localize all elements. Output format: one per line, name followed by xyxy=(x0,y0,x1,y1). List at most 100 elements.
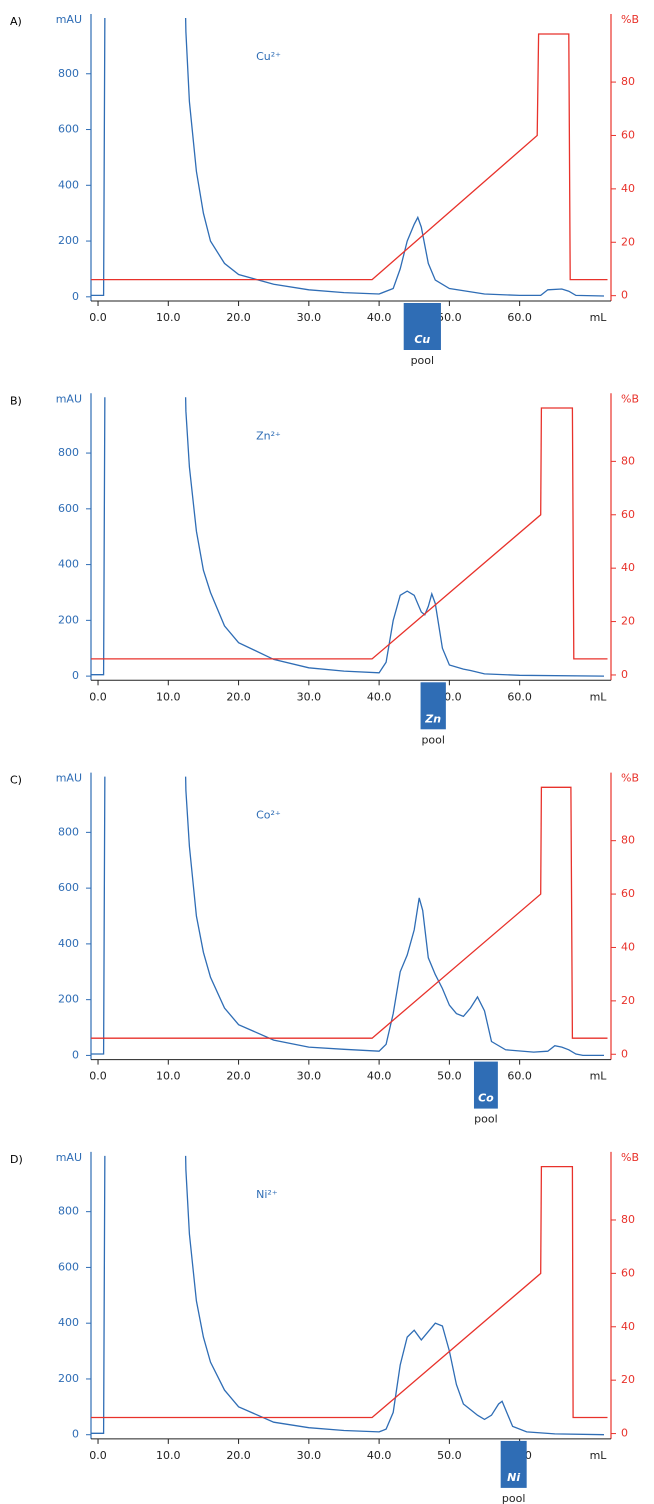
x-tick-label: 60.0 xyxy=(507,311,532,324)
pool-fraction xyxy=(473,1061,498,1109)
y-tick-label: 600 xyxy=(58,502,79,515)
x-axis-label: mL xyxy=(590,1070,608,1083)
y2-tick-label: 0 xyxy=(621,289,628,302)
y2-tick-label: 0 xyxy=(621,1427,628,1440)
y2-tick-label: 80 xyxy=(621,1213,635,1226)
y-tick-label: 0 xyxy=(72,1428,79,1441)
y-tick-label: 400 xyxy=(58,558,79,571)
y-tick-label: 800 xyxy=(58,446,79,459)
y-tick-label: 800 xyxy=(58,1205,79,1218)
y-tick-label: 600 xyxy=(58,881,79,894)
y-axis-label: mAU xyxy=(56,13,82,26)
panel: C) mAU %B Co²⁺ 0 200 400 600 800 0 20 40 60 80 0.0 10.0… xyxy=(10,772,639,1126)
y-tick-label: 200 xyxy=(58,613,79,626)
x-tick-label: 40.0 xyxy=(367,311,392,324)
x-tick-label: 0.0 xyxy=(89,311,107,324)
x-axis-label: mL xyxy=(590,1449,608,1462)
y-tick-label: 800 xyxy=(58,67,79,80)
panel-label: C) xyxy=(10,774,22,787)
y-axis-label: mAU xyxy=(56,1151,82,1164)
y2-tick-label: 80 xyxy=(621,834,635,847)
y2-tick-label: 20 xyxy=(621,615,635,628)
y2-axis-label: %B xyxy=(621,392,639,405)
x-tick-label: 60.0 xyxy=(507,690,532,703)
y-tick-label: 400 xyxy=(58,1316,79,1329)
uv-line xyxy=(91,776,604,1057)
x-tick-label: 30.0 xyxy=(297,1449,322,1462)
y2-tick-label: 40 xyxy=(621,940,635,953)
x-tick-label: 10.0 xyxy=(156,1449,181,1462)
x-tick-label: 50.0 xyxy=(437,1070,462,1083)
y2-tick-label: 60 xyxy=(621,1266,635,1279)
y-axis-label: mAU xyxy=(56,392,82,405)
y-tick-label: 0 xyxy=(72,1048,79,1061)
y2-tick-label: 20 xyxy=(621,235,635,248)
pool-fraction xyxy=(403,303,441,350)
x-axis-label: mL xyxy=(590,311,608,324)
annotation: Zn²⁺ xyxy=(256,429,281,442)
x-tick-label: 10.0 xyxy=(156,690,181,703)
pool-fraction xyxy=(420,682,446,730)
x-tick-label: 10.0 xyxy=(156,311,181,324)
y-tick-label: 200 xyxy=(58,993,79,1006)
x-tick-label: 20.0 xyxy=(226,690,251,703)
uv-line xyxy=(91,397,605,677)
x-tick-label: 20.0 xyxy=(226,311,251,324)
x-tick-label: 40.0 xyxy=(367,1070,392,1083)
y2-tick-label: 80 xyxy=(621,75,635,88)
gradient-line xyxy=(91,33,608,281)
gradient-line xyxy=(91,1165,608,1419)
x-tick-label: 50.0 xyxy=(437,311,462,324)
y2-tick-label: 20 xyxy=(621,1373,635,1386)
y2-tick-label: 0 xyxy=(621,1047,628,1060)
annotation: Ni²⁺ xyxy=(256,1188,278,1201)
x-tick-label: 10.0 xyxy=(156,1070,181,1083)
pool-label: Co xyxy=(478,1092,494,1105)
uv-line xyxy=(91,1155,605,1436)
y-tick-label: 400 xyxy=(58,178,79,191)
y-tick-label: 0 xyxy=(72,290,79,303)
x-tick-label: 20.0 xyxy=(226,1449,251,1462)
pool-text: pool xyxy=(411,354,435,367)
y-tick-label: 200 xyxy=(58,234,79,247)
x-tick-label: 0.0 xyxy=(89,1449,107,1462)
x-axis-label: mL xyxy=(590,690,608,703)
panel-label: D) xyxy=(10,1153,23,1166)
y2-tick-label: 40 xyxy=(621,1320,635,1333)
pool-label: Cu xyxy=(414,333,430,346)
x-tick-label: 30.0 xyxy=(297,690,322,703)
y-axis-label: mAU xyxy=(56,772,82,785)
panel-label: A) xyxy=(10,15,22,28)
y2-axis-label: %B xyxy=(621,1151,639,1164)
y-tick-label: 600 xyxy=(58,123,79,136)
y2-tick-label: 60 xyxy=(621,887,635,900)
x-tick-label: 0.0 xyxy=(89,1070,107,1083)
y-tick-label: 600 xyxy=(58,1260,79,1273)
pool-label: Ni xyxy=(507,1471,520,1484)
y2-tick-label: 40 xyxy=(621,182,635,195)
annotation: Co²⁺ xyxy=(256,809,281,822)
y2-tick-label: 60 xyxy=(621,508,635,521)
x-tick-label: 20.0 xyxy=(226,1070,251,1083)
panel: A) mAU %B Cu²⁺ 0 200 400 600 800 0 20 40 60 80 0.0 10.0… xyxy=(10,13,639,367)
y2-tick-label: 0 xyxy=(621,668,628,681)
y2-tick-label: 40 xyxy=(621,561,635,574)
panel-label: B) xyxy=(10,394,22,407)
y2-tick-label: 20 xyxy=(621,994,635,1007)
x-tick-label: 40.0 xyxy=(367,1449,392,1462)
pool-text: pool xyxy=(502,1492,526,1504)
gradient-line xyxy=(91,407,608,660)
x-tick-label: 0.0 xyxy=(89,690,107,703)
panel: B) mAU %B Zn²⁺ 0 200 400 600 800 0 20 40 60 80 0.0 10.0… xyxy=(10,392,639,746)
y2-tick-label: 80 xyxy=(621,454,635,467)
x-tick-label: 50.0 xyxy=(437,1449,462,1462)
y-tick-label: 400 xyxy=(58,937,79,950)
panel: D) mAU %B Ni²⁺ 0 200 400 600 800 0 20 40 60 80 0.0 10.0… xyxy=(10,1151,639,1504)
x-tick-label: 30.0 xyxy=(297,1070,322,1083)
y-tick-label: 200 xyxy=(58,1372,79,1385)
x-tick-label: 40.0 xyxy=(367,690,392,703)
y2-axis-label: %B xyxy=(621,13,639,26)
x-tick-label: 60.0 xyxy=(507,1070,532,1083)
y-tick-label: 0 xyxy=(72,669,79,682)
